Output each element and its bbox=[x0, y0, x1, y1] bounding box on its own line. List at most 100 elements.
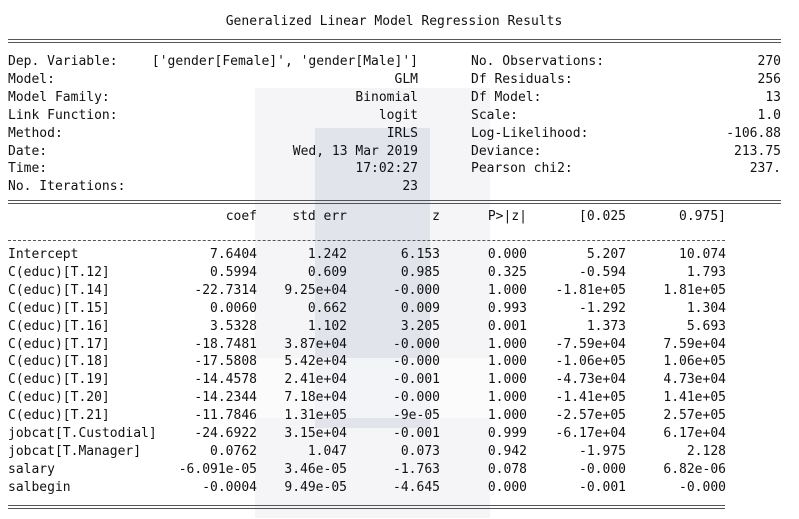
table-row: salbegin -0.0004 9.49e-05 -4.645 0.000 -0.001… bbox=[0, 480, 799, 497]
row-value: 0.0762 bbox=[210, 443, 257, 459]
row-value: -0.000 bbox=[579, 461, 626, 477]
info-row: Link Function: logit Scale: 1.0 bbox=[0, 108, 799, 125]
info-row: Method: IRLS Log-Likelihood: -106.88 bbox=[0, 126, 799, 143]
row-value: 0.073 bbox=[400, 443, 440, 459]
info-right-value: -106.88 bbox=[726, 125, 781, 141]
row-value: 0.001 bbox=[487, 318, 527, 334]
row-value: 0.985 bbox=[400, 264, 440, 280]
row-label: Intercept bbox=[8, 247, 79, 262]
info-row: Time: 17:02:27 Pearson chi2: 237. bbox=[0, 161, 799, 178]
row-value: -4.645 bbox=[393, 479, 440, 495]
coef-column-header: std err bbox=[292, 209, 347, 224]
row-value: -24.6922 bbox=[194, 426, 257, 441]
row-value: 2.57e+05 bbox=[663, 408, 726, 424]
row-value: 4.73e+04 bbox=[663, 372, 726, 388]
info-right-value: 13 bbox=[765, 89, 781, 105]
row-label: salbegin bbox=[8, 479, 71, 495]
info-left-value: 17:02:27 bbox=[355, 161, 418, 177]
row-value: 0.078 bbox=[487, 461, 527, 477]
table-row: C(educ)[T.16] 3.5328 1.102 3.205 0.001 1.373 5… bbox=[0, 319, 799, 336]
row-label: C(educ)[T.17] bbox=[8, 336, 110, 352]
info-row: Date: Wed, 13 Mar 2019 Deviance: 213.75 bbox=[0, 144, 799, 161]
row-label: jobcat[T.Custodial] bbox=[8, 426, 157, 441]
row-value: 6.82e-06 bbox=[663, 461, 726, 477]
table-row: C(educ)[T.12] 0.5994 0.609 0.985 0.325 -0.594… bbox=[0, 265, 799, 282]
row-label: salary bbox=[8, 461, 55, 477]
row-value: -1.763 bbox=[393, 461, 440, 477]
info-left-label: Time: bbox=[8, 161, 48, 177]
row-value: 1.304 bbox=[686, 300, 726, 316]
row-value: 3.87e+04 bbox=[284, 336, 347, 352]
row-value: 6.153 bbox=[400, 247, 440, 262]
row-value: -0.000 bbox=[393, 282, 440, 298]
row-value: 5.693 bbox=[686, 318, 726, 334]
row-value: -0.001 bbox=[393, 372, 440, 388]
row-value: 2.128 bbox=[686, 443, 726, 459]
row-value: 3.15e+04 bbox=[284, 426, 347, 441]
info-left-label: Link Function: bbox=[8, 107, 118, 123]
row-value: -0.001 bbox=[579, 479, 626, 495]
row-value: -17.5808 bbox=[194, 354, 257, 370]
row-value: -0.000 bbox=[393, 390, 440, 406]
row-value: 7.59e+04 bbox=[663, 336, 726, 352]
row-label: C(educ)[T.12] bbox=[8, 264, 110, 280]
coef-column-header: coef bbox=[225, 209, 257, 224]
row-value: -4.73e+04 bbox=[555, 372, 626, 388]
info-left-value: IRLS bbox=[386, 125, 418, 141]
info-right-value: 1.0 bbox=[757, 107, 781, 123]
info-right-label: Log-Likelihood: bbox=[471, 125, 589, 141]
row-value: 3.205 bbox=[400, 318, 440, 334]
row-value: 1.102 bbox=[307, 318, 347, 334]
table-row: C(educ)[T.15] 0.0060 0.662 0.009 0.993 -1.292… bbox=[0, 301, 799, 318]
row-label: C(educ)[T.14] bbox=[8, 282, 110, 298]
row-value: 1.06e+05 bbox=[663, 354, 726, 370]
info-right-value: 237. bbox=[749, 161, 781, 177]
row-label: C(educ)[T.21] bbox=[8, 408, 110, 424]
row-value: 5.42e+04 bbox=[284, 354, 347, 370]
row-label: C(educ)[T.19] bbox=[8, 372, 110, 388]
row-value: -6.091e-05 bbox=[178, 461, 257, 477]
row-value: -14.2344 bbox=[194, 390, 257, 406]
info-right-label: No. Observations: bbox=[471, 54, 605, 69]
info-right-value: 213.75 bbox=[734, 143, 781, 159]
table-row: C(educ)[T.21] -11.7846 1.31e+05 -9e-05 1.000… bbox=[0, 408, 799, 425]
row-value: 1.000 bbox=[487, 336, 527, 352]
row-label: jobcat[T.Manager] bbox=[8, 443, 142, 459]
row-value: -0.0004 bbox=[202, 479, 257, 495]
row-value: -1.975 bbox=[579, 443, 626, 459]
info-left-label: No. Iterations: bbox=[8, 179, 126, 195]
info-left-label: Date: bbox=[8, 143, 48, 159]
info-left-label: Dep. Variable: bbox=[8, 54, 118, 69]
row-value: 1.000 bbox=[487, 372, 527, 388]
row-value: 0.609 bbox=[307, 264, 347, 280]
row-value: 1.000 bbox=[487, 408, 527, 424]
row-value: -1.41e+05 bbox=[555, 390, 626, 406]
double-rule-bottom bbox=[8, 505, 725, 509]
info-left-value: logit bbox=[378, 107, 418, 123]
table-row: C(educ)[T.19] -14.4578 2.41e+04 -0.001 1.000… bbox=[0, 372, 799, 389]
info-right-label: Pearson chi2: bbox=[471, 161, 573, 177]
row-value: 1.31e+05 bbox=[284, 408, 347, 424]
row-value: 1.000 bbox=[487, 390, 527, 406]
info-right-label: Scale: bbox=[471, 107, 518, 123]
row-label: C(educ)[T.18] bbox=[8, 354, 110, 370]
row-value: -6.17e+04 bbox=[555, 426, 626, 441]
info-right-value: 270 bbox=[757, 54, 781, 69]
row-value: 7.6404 bbox=[210, 247, 257, 262]
table-row: C(educ)[T.14] -22.7314 9.25e+04 -0.000 1.000… bbox=[0, 283, 799, 300]
coef-column-header: z bbox=[432, 209, 440, 224]
coef-column-header: [0.025 bbox=[579, 209, 626, 224]
info-left-label: Model Family: bbox=[8, 89, 110, 105]
row-value: -14.4578 bbox=[194, 372, 257, 388]
row-value: 6.17e+04 bbox=[663, 426, 726, 441]
row-value: 0.000 bbox=[487, 479, 527, 495]
row-value: 1.793 bbox=[686, 264, 726, 280]
info-row: Dep. Variable: ['gender[Female]', 'gender… bbox=[0, 54, 799, 71]
row-value: -1.81e+05 bbox=[555, 282, 626, 298]
double-rule-mid bbox=[8, 200, 781, 204]
table-row: C(educ)[T.17] -18.7481 3.87e+04 -0.000 1.000… bbox=[0, 337, 799, 354]
row-label: C(educ)[T.15] bbox=[8, 300, 110, 316]
row-value: 0.662 bbox=[307, 300, 347, 316]
row-value: 0.325 bbox=[487, 264, 527, 280]
info-row: No. Iterations: 23 bbox=[0, 179, 799, 196]
